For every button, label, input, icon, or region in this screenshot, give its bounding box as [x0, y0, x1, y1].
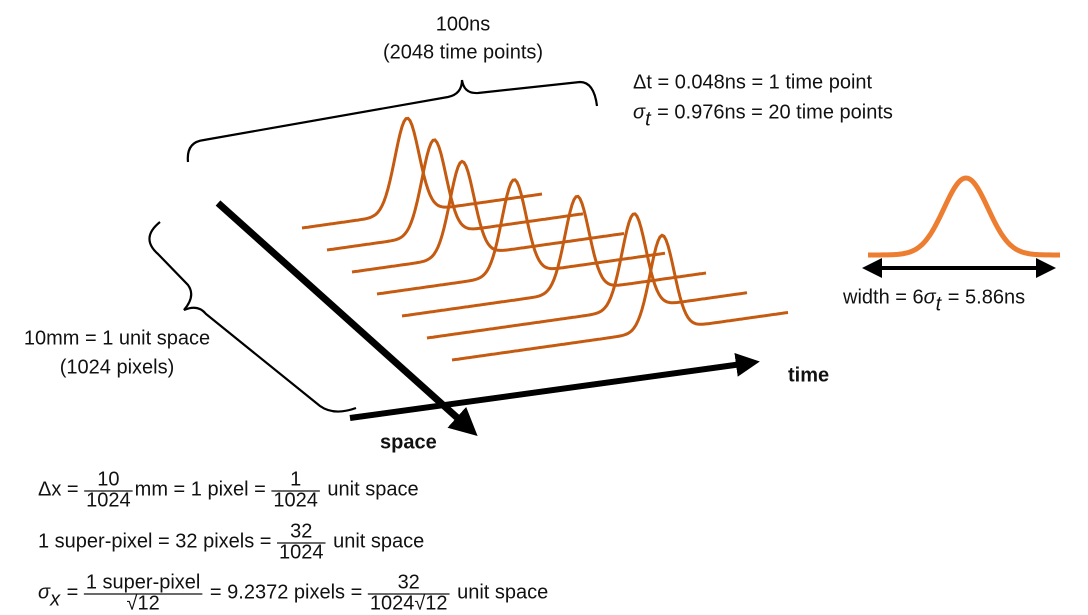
- equation-text: = 9.2372 pixels =: [204, 581, 367, 603]
- fraction-denominator: √12: [127, 592, 160, 614]
- equation-text: =: [61, 581, 84, 603]
- pulse: [451, 233, 789, 362]
- equation-text: 1 super-pixel = 32 pixels =: [38, 530, 277, 552]
- subscript: t: [936, 293, 943, 315]
- space-label: space: [380, 431, 437, 453]
- fraction-numerator: 32: [290, 520, 312, 542]
- equation-text: Δt = 0.048ns = 1 time point: [633, 71, 873, 93]
- symbol: σ: [38, 581, 51, 603]
- pulse: [301, 116, 543, 230]
- space-axis: [215, 200, 478, 437]
- space-brace: [148, 221, 357, 413]
- symbol: σ: [924, 286, 937, 308]
- pulse: [401, 194, 707, 318]
- equation-text: unit space: [452, 581, 549, 603]
- equation-text: = 0.976ns = 20 time points: [652, 101, 893, 123]
- fraction-denominator: 1024: [279, 541, 324, 563]
- pulse: [376, 178, 666, 296]
- fraction-denominator: 1024: [273, 489, 318, 511]
- equation-text: = 5.86ns: [942, 286, 1025, 308]
- fraction-numerator: 10: [97, 468, 119, 490]
- fraction-numerator: 1 super-pixel: [86, 571, 201, 593]
- pulses: [301, 116, 789, 362]
- space-pixels: (1024 pixels): [60, 356, 175, 378]
- pulse: [426, 212, 748, 340]
- subscript: t: [645, 108, 652, 130]
- time-brace: [186, 79, 599, 163]
- equation-text: unit space: [328, 530, 425, 552]
- reference-pulse: [868, 175, 1060, 258]
- fraction-numerator: 1: [290, 468, 301, 490]
- equation-text: width = 6: [842, 286, 924, 308]
- pulse: [326, 138, 584, 252]
- fraction-denominator: 1024: [86, 489, 131, 511]
- time-points: (2048 time points): [383, 41, 543, 63]
- equation-text: unit space: [322, 478, 419, 500]
- equation-text: Δx =: [38, 478, 84, 500]
- time-span: 100ns: [436, 13, 491, 35]
- subscript: x: [49, 588, 61, 610]
- time-label: time: [788, 364, 829, 386]
- time-axis: [349, 352, 760, 421]
- equation-text: mm = 1 pixel =: [135, 478, 272, 500]
- fraction-numerator: 32: [398, 571, 420, 593]
- pulse: [351, 159, 625, 274]
- fraction-denominator: 1024√12: [370, 592, 448, 614]
- symbol: σ: [633, 101, 646, 123]
- space-span: 10mm = 1 unit space: [24, 327, 210, 349]
